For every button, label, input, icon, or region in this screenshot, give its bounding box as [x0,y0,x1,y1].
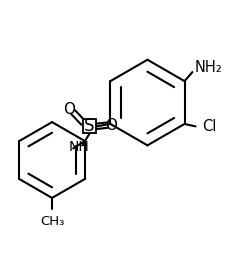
FancyBboxPatch shape [83,119,96,134]
Text: CH₃: CH₃ [40,215,64,228]
Text: Cl: Cl [202,119,216,134]
Text: NH₂: NH₂ [194,60,222,75]
Text: O: O [63,102,75,117]
Text: S: S [84,117,95,135]
Text: NH: NH [68,140,89,154]
Text: O: O [106,118,118,133]
